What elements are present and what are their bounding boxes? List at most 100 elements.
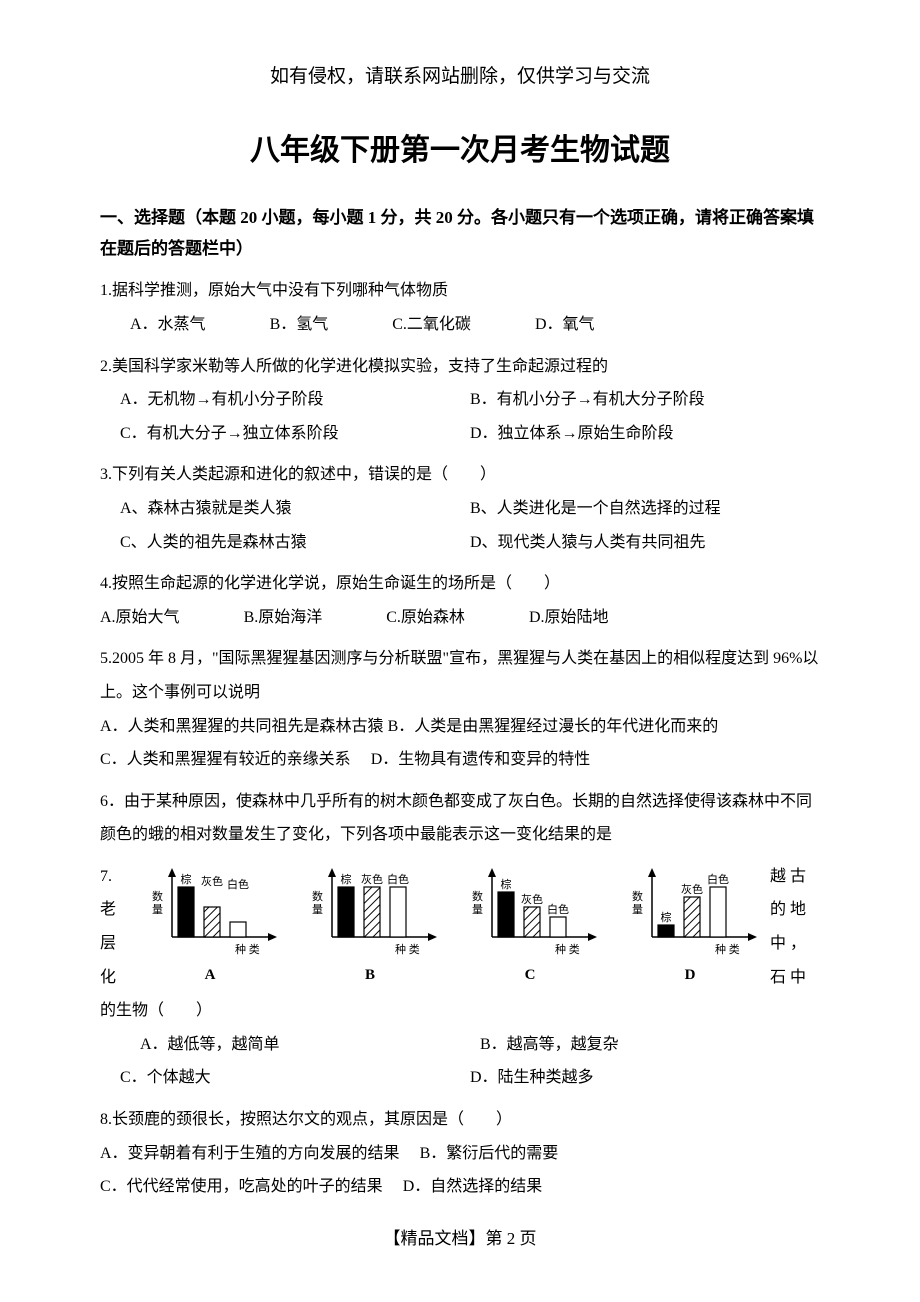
q4-c: C.原始森林 xyxy=(386,601,465,635)
svg-text:数: 数 xyxy=(472,890,483,903)
q5-stem: 5.2005 年 8 月，"国际黑猩猩基因测序与分析联盟"宣布，黑猩猩与人类在基… xyxy=(100,642,820,709)
chart-a: 数量种 类棕灰色白色 A xyxy=(140,865,280,989)
svg-text:数: 数 xyxy=(152,890,163,903)
q7-l1: 老 xyxy=(100,893,130,927)
q2-stem: 2.美国科学家米勒等人所做的化学进化模拟实验，支持了生命起源过程的 xyxy=(100,350,820,384)
q8-d: D．自然选择的结果 xyxy=(403,1178,543,1195)
q7-right-text: 越 古 的 地 中 ， 石 中 xyxy=(770,860,820,994)
q7-l3: 化 xyxy=(100,961,130,995)
q1-options: A．水蒸气 B．氢气 C.二氧化碳 D．氧气 xyxy=(100,308,820,342)
svg-text:种 类: 种 类 xyxy=(235,942,260,956)
q3-a: A、森林古猿就是类人猿 xyxy=(120,492,470,526)
q8-c: C．代代经常使用，吃高处的叶子的结果 xyxy=(100,1178,383,1195)
q4-d: D.原始陆地 xyxy=(529,601,609,635)
q8-b: B．繁衍后代的需要 xyxy=(420,1145,559,1162)
chart-b-label: B xyxy=(365,962,375,989)
q7-d: D．陆生种类越多 xyxy=(470,1061,820,1095)
chart-a-svg: 数量种 类棕灰色白色 xyxy=(140,865,280,960)
q1-d: D．氧气 xyxy=(535,308,595,342)
chart-d-label: D xyxy=(685,962,696,989)
chart-a-label: A xyxy=(205,962,216,989)
q1-stem: 1.据科学推测，原始大气中没有下列哪种气体物质 xyxy=(100,274,820,308)
q7-l0: 7. xyxy=(100,860,130,894)
svg-text:数: 数 xyxy=(632,890,643,903)
svg-text:量: 量 xyxy=(152,903,163,916)
question-8: 8.长颈鹿的颈很长，按照达尔文的观点，其原因是（ ） A．变异朝着有利于生殖的方… xyxy=(100,1103,820,1204)
q8-stem: 8.长颈鹿的颈很长，按照达尔文的观点，其原因是（ ） xyxy=(100,1103,820,1137)
q8-options: A．变异朝着有利于生殖的方向发展的结果 B．繁衍后代的需要 C．代代经常使用，吃… xyxy=(100,1137,820,1204)
question-2: 2.美国科学家米勒等人所做的化学进化模拟实验，支持了生命起源过程的 A．无机物→… xyxy=(100,350,820,451)
q7-r2: 中 ， xyxy=(770,927,820,961)
q4-stem: 4.按照生命起源的化学进化学说，原始生命诞生的场所是（ ） xyxy=(100,567,820,601)
q5-options: A．人类和黑猩猩的共同祖先是森林古猿 B．人类是由黑猩猩经过漫长的年代进化而来的… xyxy=(100,710,820,777)
chart-b: 数量种 类 棕灰色白色 B xyxy=(300,865,440,989)
question-5: 5.2005 年 8 月，"国际黑猩猩基因测序与分析联盟"宣布，黑猩猩与人类在基… xyxy=(100,642,820,776)
q3-d: D、现代类人猿与人类有共同祖先 xyxy=(470,526,820,560)
svg-text:数: 数 xyxy=(312,890,323,903)
chart-c-label: C xyxy=(525,962,536,989)
q7-b: B．越高等，越复杂 xyxy=(480,1028,820,1062)
q1-c: C.二氧化碳 xyxy=(392,308,471,342)
q4-b: B.原始海洋 xyxy=(244,601,323,635)
q2-c: C．有机大分子→独立体系阶段 xyxy=(120,417,470,451)
q7-c: C．个体越大 xyxy=(120,1061,470,1095)
svg-text:棕: 棕 xyxy=(661,910,672,924)
header-note: 如有侵权，请联系网站删除，仅供学习与交流 xyxy=(100,60,820,94)
q7-tail: 的生物（ ） xyxy=(100,994,820,1028)
chart-c: 数量种 类 棕灰色白色 C xyxy=(460,865,600,989)
charts-container: 数量种 类棕灰色白色 A 数量种 类棕灰色白色 B 数量种 类棕灰色白色 C 数… xyxy=(130,860,770,994)
q5-a: A．人类和黑猩猩的共同祖先是森林古猿 xyxy=(100,718,384,735)
q7-r0: 越 古 xyxy=(770,860,820,894)
chart-c-svg: 数量种 类 棕灰色白色 xyxy=(460,865,600,960)
chart-d: 数量种 类棕灰色白色 D xyxy=(620,865,760,989)
q7-r1: 的 地 xyxy=(770,893,820,927)
q3-stem: 3.下列有关人类起源和进化的叙述中，错误的是（ ） xyxy=(100,458,820,492)
q8-a: A．变异朝着有利于生殖的方向发展的结果 xyxy=(100,1145,400,1162)
q2-b: B．有机小分子→有机大分子阶段 xyxy=(470,383,820,417)
q4-a: A.原始大气 xyxy=(100,601,180,635)
q6-stem: 6．由于某种原因，使森林中几乎所有的树木颜色都变成了灰白色。长期的自然选择使得该… xyxy=(100,785,820,852)
section-header: 一、选择题（本题 20 小题，每小题 1 分，共 20 分。各小题只有一个选项正… xyxy=(100,203,820,264)
chart-d-svg: 数量种 类棕灰色白色 xyxy=(620,865,760,960)
q1-a: A．水蒸气 xyxy=(130,308,206,342)
q2-options: A．无机物→有机小分子阶段 B．有机小分子→有机大分子阶段 C．有机大分子→独立… xyxy=(100,383,820,450)
svg-text:量: 量 xyxy=(472,903,483,916)
question-7-tail: 的生物（ ） A．越低等，越简单 B．越高等，越复杂 C．个体越大 D．陆生种类… xyxy=(100,994,820,1095)
chart-b-svg: 数量种 类 棕灰色白色 xyxy=(300,865,440,960)
svg-text:棕: 棕 xyxy=(341,872,352,886)
svg-text:灰色: 灰色 xyxy=(681,882,703,896)
svg-text:灰色: 灰色 xyxy=(521,892,543,906)
svg-text:种 类: 种 类 xyxy=(715,942,740,956)
q4-options: A.原始大气 B.原始海洋 C.原始森林 D.原始陆地 xyxy=(100,601,820,635)
q7-l2: 层 xyxy=(100,927,130,961)
svg-text:种 类: 种 类 xyxy=(395,942,420,956)
q5-b: B．人类是由黑猩猩经过漫长的年代进化而来的 xyxy=(388,718,719,735)
q7-left-text: 7. 老 层 化 xyxy=(100,860,130,994)
q2-d: D．独立体系→原始生命阶段 xyxy=(470,417,820,451)
q1-b: B．氢气 xyxy=(270,308,329,342)
svg-text:量: 量 xyxy=(312,903,323,916)
page-footer: 【精品文档】第 2 页 xyxy=(100,1224,820,1255)
svg-text:白色: 白色 xyxy=(547,902,569,916)
page-title: 八年级下册第一次月考生物试题 xyxy=(100,124,820,178)
q2-a: A．无机物→有机小分子阶段 xyxy=(120,383,470,417)
q3-options: A、森林古猿就是类人猿 B、人类进化是一个自然选择的过程 C、人类的祖先是森林古… xyxy=(100,492,820,559)
question-7-chart-row: 7. 老 层 化 数量种 类棕灰色白色 A 数量种 类棕灰色白色 B 数量种 类… xyxy=(100,860,820,994)
q7-options: A．越低等，越简单 B．越高等，越复杂 C．个体越大 D．陆生种类越多 xyxy=(100,1028,820,1095)
q3-b: B、人类进化是一个自然选择的过程 xyxy=(470,492,820,526)
q5-d: D．生物具有遗传和变异的特性 xyxy=(371,751,591,768)
question-1: 1.据科学推测，原始大气中没有下列哪种气体物质 A．水蒸气 B．氢气 C.二氧化… xyxy=(100,274,820,341)
svg-text:白色: 白色 xyxy=(387,872,409,886)
q3-c: C、人类的祖先是森林古猿 xyxy=(120,526,470,560)
question-3: 3.下列有关人类起源和进化的叙述中，错误的是（ ） A、森林古猿就是类人猿 B、… xyxy=(100,458,820,559)
svg-text:白色: 白色 xyxy=(227,877,249,891)
q5-c: C．人类和黑猩猩有较近的亲缘关系 xyxy=(100,751,351,768)
svg-text:棕: 棕 xyxy=(181,872,192,886)
svg-text:量: 量 xyxy=(632,903,643,916)
question-4: 4.按照生命起源的化学进化学说，原始生命诞生的场所是（ ） A.原始大气 B.原… xyxy=(100,567,820,634)
svg-text:灰色: 灰色 xyxy=(361,872,383,886)
svg-text:种 类: 种 类 xyxy=(555,942,580,956)
q7-a: A．越低等，越简单 xyxy=(120,1028,480,1062)
q7-r3: 石 中 xyxy=(770,961,820,995)
svg-text:棕: 棕 xyxy=(501,877,512,891)
